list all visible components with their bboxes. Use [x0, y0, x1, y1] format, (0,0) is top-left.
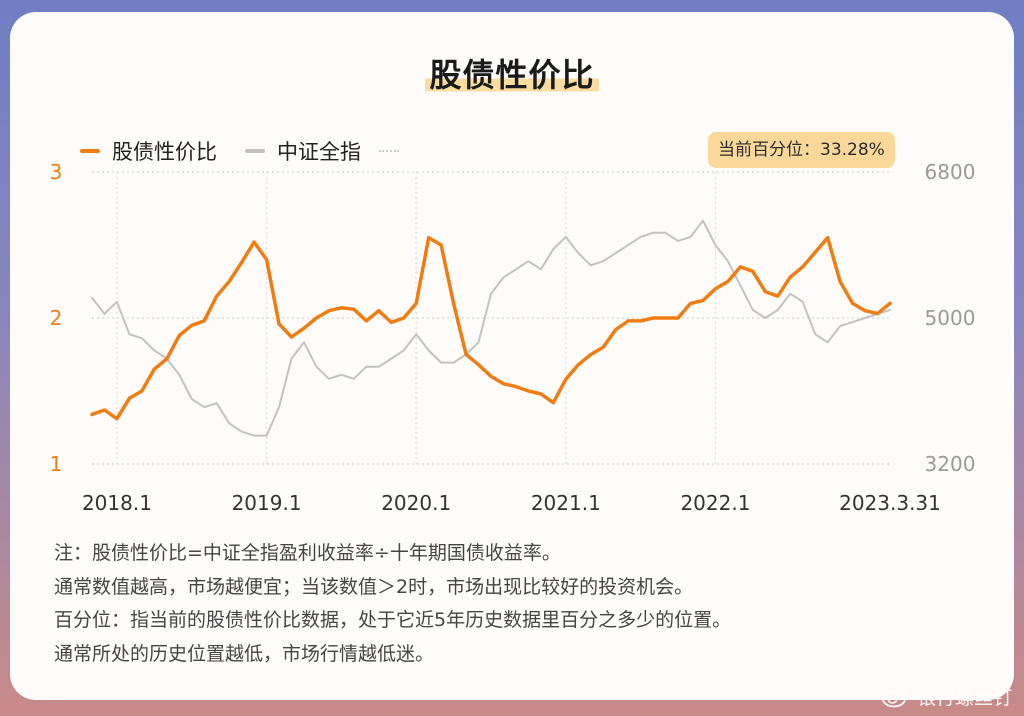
series-line-csi-all-share — [91, 219, 891, 437]
notes: 注：股债性价比=中证全指盈利收益率÷十年期国债收益率。 通常数值越高，市场越便宜… — [54, 537, 731, 671]
watermark-text: 银行螺丝钉 — [916, 687, 1012, 709]
legend-label-series2: 中证全指 — [277, 140, 361, 164]
y-right-tick-label: 5000 — [925, 306, 976, 330]
legend-item-series1: 股债性价比 — [80, 136, 217, 166]
legend-swatch-gray — [245, 149, 265, 153]
y-left-tick-label: 3 — [50, 160, 63, 184]
series-line-stock-bond-ratio — [90, 235, 892, 421]
note-line-1: 注：股债性价比=中证全指盈利收益率÷十年期国债收益率。 — [54, 542, 561, 564]
x-tick-label: 2018.1 — [82, 491, 152, 515]
y-left-tick-label: 1 — [50, 452, 63, 476]
note-line-2: 通常数值越高，市场越便宜；当该数值＞2时，市场出现比较好的投资机会。 — [54, 575, 694, 598]
chart-card: 股债性价比 股债性价比 中证全指 当前百分位：33.28% 1 2 3 3200 500… — [10, 12, 1014, 700]
chart-title: 股债性价比 — [425, 50, 599, 96]
y-right-tick-label: 6800 — [925, 160, 976, 184]
legend-item-series2: 中证全指 — [245, 136, 399, 166]
x-tick-label: 2021.1 — [531, 491, 601, 515]
watermark: 银行螺丝钉 — [881, 683, 1012, 710]
note-line-3: 百分位：指当前的股债性价比数据，处于它近5年历史数据里百分之多少的位置。 — [54, 609, 732, 631]
y-right-tick-label: 3200 — [925, 452, 976, 476]
y-left-tick-label: 2 — [50, 306, 63, 330]
x-tick-label: 2022.1 — [680, 491, 750, 515]
note-line-4: 通常所处的历史位置越低，市场行情越低迷。 — [54, 642, 435, 665]
legend: 股债性价比 中证全指 — [80, 136, 427, 166]
x-tick-label: 2020.1 — [381, 491, 451, 515]
title-wrap: 股债性价比 — [10, 50, 1014, 96]
weibo-icon — [882, 687, 909, 707]
legend-dotted-rule — [379, 150, 399, 152]
x-tick-label: 2023.3.31 — [839, 491, 941, 515]
percentile-badge: 当前百分位：33.28% — [708, 132, 895, 168]
chart-svg: 1 2 3 3200 5000 6800 2018.1 2019.1 2020.1 2021.1 2… — [50, 160, 976, 515]
legend-swatch-orange — [80, 149, 100, 153]
legend-label-series1: 股债性价比 — [112, 140, 217, 164]
x-tick-label: 2019.1 — [232, 491, 302, 515]
